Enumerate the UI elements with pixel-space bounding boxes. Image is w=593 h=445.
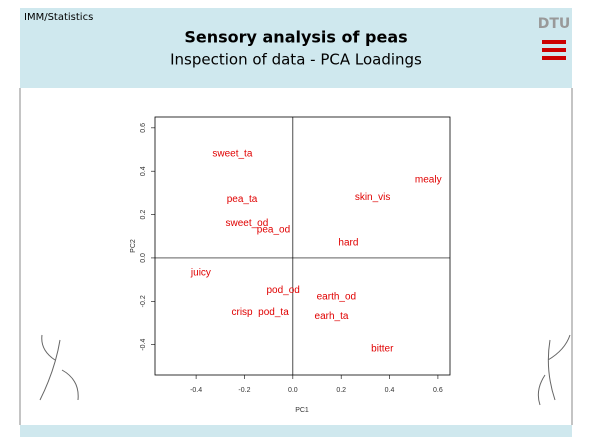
flower-right (538, 335, 570, 405)
loading-label: pea_ta (227, 194, 258, 205)
y-tick-label: -0.2 (140, 295, 147, 307)
loading-label: sweet_ta (212, 148, 252, 159)
slide: IMM/Statistics Sensory analysis of peas … (0, 0, 593, 441)
footer-band (20, 425, 572, 437)
loading-label: pod_ta (258, 307, 289, 318)
loading-label: skin_vis (355, 192, 391, 203)
x-tick-label: -0.4 (190, 387, 202, 394)
logo-stripes (542, 40, 566, 60)
x-tick-label: 0.6 (433, 387, 443, 394)
loading-label: pod_od (266, 285, 299, 296)
header-band (20, 8, 572, 88)
loading-label: crisp (231, 307, 253, 318)
org-label: IMM/Statistics (24, 12, 93, 23)
flower-left (40, 335, 78, 400)
x-axis-label: PC1 (295, 407, 309, 414)
loading-label: mealy (415, 175, 442, 186)
y-tick-label: 0.6 (140, 123, 147, 133)
y-axis-label: PC2 (130, 239, 137, 253)
slide-title: Sensory analysis of peas (184, 28, 407, 47)
loading-label: juicy (190, 268, 211, 279)
y-tick-label: 0.4 (140, 166, 147, 176)
loading-label: pea_od (257, 224, 290, 235)
x-tick-label: 0.4 (385, 387, 395, 394)
loading-label: earth_od (317, 292, 356, 303)
y-tick-label: -0.4 (140, 339, 147, 351)
x-tick-label: 0.2 (336, 387, 346, 394)
y-tick-label: 0.2 (140, 210, 147, 220)
loading-label: hard (338, 237, 358, 248)
x-tick-label: 0.0 (288, 387, 298, 394)
loading-label: bitter (371, 344, 394, 355)
loading-label: earh_ta (315, 311, 349, 322)
slide-subtitle: Inspection of data - PCA Loadings (170, 51, 422, 69)
logo-text: DTU (538, 16, 571, 32)
x-tick-label: -0.2 (238, 387, 250, 394)
plot-frame (155, 117, 450, 375)
y-tick-label: 0.0 (140, 253, 147, 263)
